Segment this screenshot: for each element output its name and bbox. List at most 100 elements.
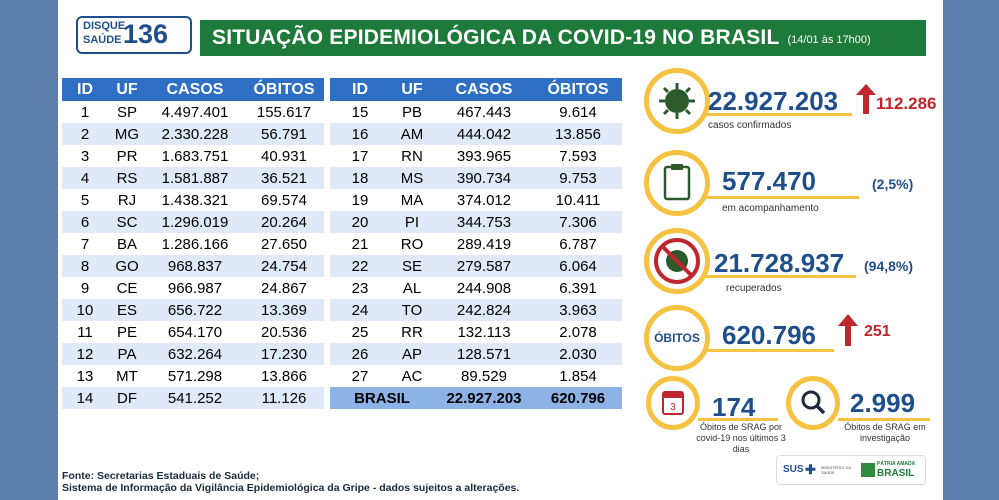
row-uf: MG [108,123,146,145]
table-row: 9 CE 966.987 24.867 [62,277,324,299]
row-uf: PA [108,343,146,365]
table-row: 27 AC 89.529 1.854 [330,365,622,387]
row-id: 7 [62,233,108,255]
row-id: 3 [62,145,108,167]
deaths-increase: 251 [864,323,891,340]
row-id: 22 [330,255,390,277]
col-casos: CASOS [434,78,534,101]
row-casos: 393.965 [434,145,534,167]
row-uf: BA [108,233,146,255]
total-casos: 22.927.203 [434,387,534,409]
calendar-day: 3 [670,402,676,413]
row-id: 1 [62,101,108,123]
row-casos: 390.734 [434,167,534,189]
row-uf: AP [390,343,434,365]
row-obitos: 13.856 [534,123,622,145]
row-id: 17 [330,145,390,167]
row-id: 25 [330,321,390,343]
col-obitos: ÓBITOS [244,78,324,101]
confirmed-value: 22.927.203 [708,86,839,116]
row-uf: DF [108,387,146,409]
row-obitos: 20.264 [244,211,324,233]
row-uf: MT [108,365,146,387]
row-id: 9 [62,277,108,299]
row-id: 2 [62,123,108,145]
table-row: 3 PR 1.683.751 40.931 [62,145,324,167]
row-obitos: 17.230 [244,343,324,365]
row-uf: TO [390,299,434,321]
row-id: 26 [330,343,390,365]
row-id: 18 [330,167,390,189]
monitoring-label: em acompanhamento [722,203,819,214]
row-obitos: 27.650 [244,233,324,255]
ministry-label: MINISTÉRIO DA SAÚDE [821,465,851,475]
table-row: 13 MT 571.298 13.866 [62,365,324,387]
total-obitos: 620.796 [534,387,622,409]
clipboard-icon [644,150,710,216]
row-uf: GO [108,255,146,277]
row-uf: SE [390,255,434,277]
row-casos: 89.529 [434,365,534,387]
sus-logo: SUS [783,464,804,475]
table-row: 1 SP 4.497.401 155.617 [62,101,324,123]
no-virus-icon [644,228,710,294]
row-casos: 1.438.321 [146,189,244,211]
row-obitos: 10.411 [534,189,622,211]
table-row: 5 RJ 1.438.321 69.574 [62,189,324,211]
row-obitos: 9.614 [534,101,622,123]
row-casos: 966.987 [146,277,244,299]
row-id: 5 [62,189,108,211]
table-row: 7 BA 1.286.166 27.650 [62,233,324,255]
row-id: 13 [62,365,108,387]
magnifier-icon [786,376,840,430]
row-obitos: 6.391 [534,277,622,299]
table-row: 18 MS 390.734 9.753 [330,167,622,189]
table-row: 15 PB 467.443 9.614 [330,101,622,123]
table-row: 24 TO 242.824 3.963 [330,299,622,321]
table-row: 14 DF 541.252 11.126 [62,387,324,409]
table-row: 20 PI 344.753 7.306 [330,211,622,233]
row-obitos: 3.963 [534,299,622,321]
srag-deaths-underline [698,418,778,421]
confirmed-underline [704,113,852,116]
table-row: 11 PE 654.170 20.536 [62,321,324,343]
row-uf: ES [108,299,146,321]
table-row: 4 RS 1.581.887 36.521 [62,167,324,189]
row-obitos: 11.126 [244,387,324,409]
deaths-value: 620.796 [722,320,816,350]
row-uf: PR [108,145,146,167]
row-obitos: 36.521 [244,167,324,189]
row-uf: AC [390,365,434,387]
row-id: 16 [330,123,390,145]
col-uf: UF [108,78,146,101]
row-obitos: 155.617 [244,101,324,123]
row-casos: 467.443 [434,101,534,123]
row-casos: 1.581.887 [146,167,244,189]
row-uf: PE [108,321,146,343]
row-casos: 1.296.019 [146,211,244,233]
logo-number: 136 [123,19,169,49]
table-row: 22 SE 279.587 6.064 [330,255,622,277]
row-obitos: 9.753 [534,167,622,189]
srag-investigation-underline [838,418,930,421]
row-obitos: 6.787 [534,233,622,255]
table-row: 17 RN 393.965 7.593 [330,145,622,167]
logo-line2: SAÚDE [83,34,122,46]
row-id: 21 [330,233,390,255]
table-row: 6 SC 1.296.019 20.264 [62,211,324,233]
deaths-badge-label: ÓBITOS [654,331,700,345]
recovered-value: 21.728.937 [714,248,845,278]
government-logos: SUS ✚ MINISTÉRIO DA SAÚDE PÁTRIA AMADA B… [776,455,926,485]
row-uf: RJ [108,189,146,211]
row-id: 14 [62,387,108,409]
monitoring-value: 577.470 [722,166,816,196]
row-casos: 242.824 [434,299,534,321]
row-obitos: 24.867 [244,277,324,299]
row-obitos: 6.064 [534,255,622,277]
row-casos: 968.837 [146,255,244,277]
gov-line2: BRASIL [877,468,915,479]
source-line2: Sistema de Informação da Vigilância Epid… [62,482,520,494]
states-table-right: ID UF CASOS ÓBITOS 15 PB 467.443 9.614 16 AM 4… [330,78,622,409]
arrow-up-icon [856,84,876,114]
table-row: 21 RO 289.419 6.787 [330,233,622,255]
